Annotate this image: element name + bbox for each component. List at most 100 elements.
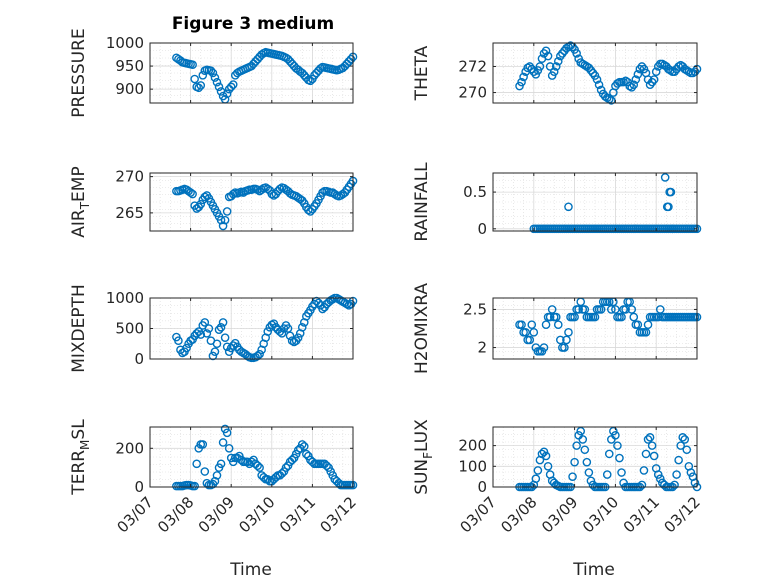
data-point: [302, 449, 311, 459]
data-point: [521, 328, 530, 337]
data-point: [208, 68, 218, 78]
data-point: [560, 343, 569, 352]
data-point: [517, 320, 526, 329]
data-point: [216, 215, 226, 225]
data-point: [680, 435, 690, 444]
x-axis-label-left: Time: [229, 560, 272, 580]
data-point: [643, 320, 653, 329]
data-point: [222, 342, 232, 352]
x-tick-label: 03/12: [317, 493, 360, 536]
data-point: [631, 75, 641, 84]
data-point: [607, 305, 616, 314]
y-tick-label: 200: [115, 439, 144, 457]
data-point: [277, 329, 287, 338]
data-point: [527, 320, 537, 329]
x-tick-label: 03/12: [661, 493, 704, 536]
data-point: [596, 305, 606, 314]
data-point: [304, 205, 313, 215]
data-point: [670, 480, 679, 490]
y-tick-label: 0: [477, 220, 487, 238]
x-tick-label: 03/08: [154, 493, 197, 536]
data-point: [592, 75, 602, 84]
data-point: [556, 335, 565, 345]
data-point: [293, 333, 303, 342]
data-point: [539, 447, 549, 457]
data-point: [212, 77, 222, 87]
data-point: [253, 185, 262, 194]
data-point: [682, 445, 692, 455]
data-point: [629, 80, 639, 90]
data-point: [629, 312, 639, 322]
data-point: [590, 312, 600, 322]
data-point: [613, 441, 622, 450]
data-point: [572, 49, 581, 58]
data-point: [218, 221, 228, 231]
y-axis-label: MIXDEPTH: [69, 284, 89, 373]
data-point: [297, 440, 307, 449]
data-point: [210, 347, 220, 356]
axes-box: [492, 172, 698, 232]
data-point: [306, 76, 315, 86]
y-tick-label: 1000: [106, 289, 144, 307]
data-point: [541, 451, 551, 461]
data-point: [633, 320, 643, 329]
data-point: [228, 189, 238, 199]
data-point: [228, 80, 238, 89]
data-point: [517, 77, 526, 87]
data-point: [271, 473, 281, 482]
data-point: [655, 474, 665, 484]
data-point: [322, 461, 331, 471]
figure-title: Figure 3 medium: [172, 14, 334, 34]
data-point: [232, 453, 242, 463]
data-point: [220, 333, 230, 342]
data-point: [586, 476, 596, 486]
data-point: [202, 329, 212, 338]
data-point: [316, 64, 325, 73]
data-point: [196, 81, 206, 90]
y-axis-label: AIRTEMP: [69, 166, 92, 237]
data-point: [647, 441, 657, 450]
data-point: [200, 467, 210, 476]
y-tick-label: 2.5: [463, 300, 487, 318]
data-point: [192, 329, 201, 338]
data-point: [690, 478, 700, 488]
data-point: [533, 466, 543, 475]
data-point: [519, 72, 528, 82]
data-point: [543, 51, 553, 61]
y-tick-label: 0: [477, 478, 487, 496]
data-point: [188, 189, 197, 199]
y-tick-label: 1000: [106, 34, 144, 52]
y-tick-label: 272: [458, 57, 487, 75]
data-point: [543, 462, 553, 471]
data-point: [182, 343, 191, 353]
axes-box: [492, 297, 698, 360]
data-point: [330, 189, 340, 199]
data-point: [275, 184, 285, 194]
data-point: [220, 215, 230, 225]
data-point: [306, 207, 315, 216]
data-point: [568, 472, 577, 481]
x-tick-label: 03/11: [620, 493, 663, 536]
subplot-terr-msl: 0 200 TERRMSL 03/0703/0803/0903/1003/1103/1…: [69, 419, 360, 537]
data-point: [676, 441, 685, 450]
data-point: [277, 469, 287, 478]
data-point: [188, 60, 197, 69]
data-point: [684, 67, 694, 76]
x-tick-label: 03/09: [538, 493, 581, 536]
x-tick-label: 03/07: [457, 493, 500, 536]
data-point: [531, 474, 541, 484]
data-point: [174, 336, 183, 346]
data-point: [594, 80, 604, 90]
data-point: [660, 173, 670, 182]
data-point: [293, 445, 303, 455]
data-point: [253, 351, 262, 361]
data-point: [562, 335, 571, 345]
data-point: [651, 67, 661, 76]
data-point: [641, 328, 651, 337]
data-point: [678, 433, 688, 442]
data-point: [666, 187, 676, 197]
data-point: [655, 305, 665, 314]
data-point: [216, 459, 226, 469]
axes-box: [492, 42, 698, 104]
